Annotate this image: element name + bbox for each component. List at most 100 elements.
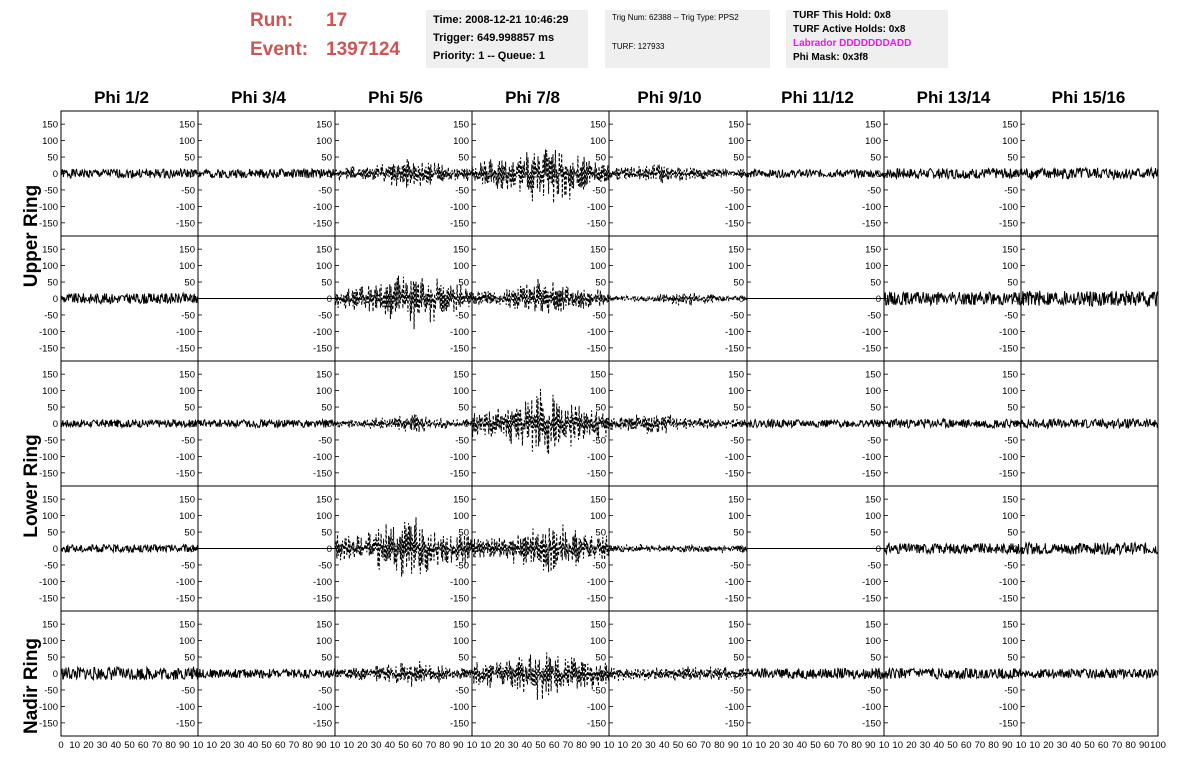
y-tick-label: 50	[870, 653, 881, 664]
y-tick-label: 100	[42, 136, 58, 147]
waveform-trace	[746, 667, 885, 680]
x-tick-label: 20	[357, 740, 368, 751]
waveform-trace	[883, 417, 1022, 430]
y-tick-label: -50	[1004, 310, 1018, 321]
phi-mask-text: Phi Mask: 0x3f8	[793, 52, 869, 63]
x-tick-label: 50	[947, 740, 958, 751]
y-tick-label: 50	[733, 153, 744, 164]
y-tick-label: -50	[730, 560, 744, 571]
waveform-trace	[471, 278, 610, 314]
y-tick-label: -50	[455, 310, 469, 321]
waveform-trace	[334, 660, 473, 687]
y-tick-label: 0	[876, 294, 881, 305]
y-tick-label: -150	[39, 718, 58, 729]
y-tick-label: -100	[313, 577, 332, 588]
x-tick-label: 80	[165, 740, 176, 751]
y-tick-label: -50	[44, 435, 58, 446]
x-tick-label: 20	[220, 740, 231, 751]
x-tick-label: 60	[275, 740, 286, 751]
y-tick-label: 0	[876, 544, 881, 555]
y-tick-label: -50	[44, 185, 58, 196]
y-tick-label: -100	[39, 202, 58, 213]
y-tick-label: -100	[862, 702, 881, 713]
y-tick-label: 150	[865, 245, 881, 256]
y-tick-label: -150	[587, 718, 606, 729]
y-tick-label: -150	[450, 218, 469, 229]
y-tick-label: 0	[876, 419, 881, 430]
x-tick-label: 0	[58, 740, 63, 751]
y-tick-label: 50	[1007, 528, 1018, 539]
y-tick-label: 100	[865, 511, 881, 522]
column-header-phi-15-16: Phi 15/16	[1051, 88, 1126, 107]
x-tick-label: 20	[83, 740, 94, 751]
waveform-trace	[1020, 667, 1159, 680]
y-tick-label: 100	[42, 261, 58, 272]
y-tick-label: 150	[590, 620, 606, 631]
y-tick-label: -100	[39, 577, 58, 588]
column-header-phi-3-4: Phi 3/4	[231, 88, 286, 107]
y-tick-label: 150	[865, 495, 881, 506]
x-tick-label: 30	[920, 740, 931, 751]
y-tick-label: 0	[190, 669, 195, 680]
y-tick-label: 100	[453, 136, 469, 147]
y-tick-label: -100	[999, 202, 1018, 213]
y-tick-label: 150	[728, 120, 744, 131]
x-tick-label: 50	[810, 740, 821, 751]
column-header-phi-1-2: Phi 1/2	[94, 88, 149, 107]
x-tick-label: 20	[906, 740, 917, 751]
x-tick-label: 20	[494, 740, 505, 751]
y-tick-label: 50	[184, 653, 195, 664]
x-tick-label: 60	[138, 740, 149, 751]
y-tick-label: -100	[450, 202, 469, 213]
y-tick-label: -100	[176, 452, 195, 463]
y-tick-label: 150	[1002, 120, 1018, 131]
x-tick-label: 90	[316, 740, 327, 751]
y-tick-label: -50	[1004, 685, 1018, 696]
y-tick-label: 50	[184, 278, 195, 289]
y-tick-label: -100	[313, 327, 332, 338]
y-tick-label: 0	[739, 544, 744, 555]
y-tick-label: 50	[1007, 403, 1018, 414]
y-tick-label: 150	[453, 495, 469, 506]
y-tick-label: -100	[999, 452, 1018, 463]
y-tick-label: 100	[316, 261, 332, 272]
x-tick-label: 100	[1150, 740, 1166, 751]
column-header-phi-7-8: Phi 7/8	[505, 88, 560, 107]
y-tick-label: -50	[455, 435, 469, 446]
y-tick-label: 0	[464, 544, 469, 555]
x-tick-label: 20	[1043, 740, 1054, 751]
x-tick-label: 90	[179, 740, 190, 751]
y-tick-label: -50	[318, 685, 332, 696]
y-tick-label: 50	[595, 528, 606, 539]
waveform-trace	[334, 158, 473, 188]
y-tick-label: 100	[453, 386, 469, 397]
run-event-block: Run: 17 Event: 1397124	[250, 10, 420, 70]
y-tick-label: -100	[587, 577, 606, 588]
y-tick-label: 150	[590, 120, 606, 131]
y-tick-label: 50	[321, 403, 332, 414]
y-tick-label: -150	[176, 218, 195, 229]
y-tick-label: -150	[999, 218, 1018, 229]
y-tick-label: -100	[313, 452, 332, 463]
y-tick-label: -150	[39, 593, 58, 604]
y-tick-label: 50	[47, 153, 58, 164]
x-tick-label: 10	[755, 740, 766, 751]
y-tick-label: 50	[595, 653, 606, 664]
y-tick-label: -100	[999, 327, 1018, 338]
y-tick-label: -50	[455, 685, 469, 696]
y-tick-label: -50	[592, 560, 606, 571]
x-tick-label: 50	[398, 740, 409, 751]
x-tick-label: 80	[1125, 740, 1136, 751]
y-tick-label: -50	[592, 685, 606, 696]
y-tick-label: -50	[867, 310, 881, 321]
waveform-trace	[60, 543, 199, 554]
y-tick-label: -150	[725, 718, 744, 729]
y-tick-label: 150	[865, 370, 881, 381]
waveform-trace	[883, 666, 1022, 681]
y-tick-label: 0	[190, 419, 195, 430]
y-tick-label: 150	[42, 370, 58, 381]
x-tick-label: 60	[824, 740, 835, 751]
y-tick-label: 100	[316, 636, 332, 647]
y-tick-label: -100	[862, 327, 881, 338]
y-tick-label: 150	[179, 245, 195, 256]
